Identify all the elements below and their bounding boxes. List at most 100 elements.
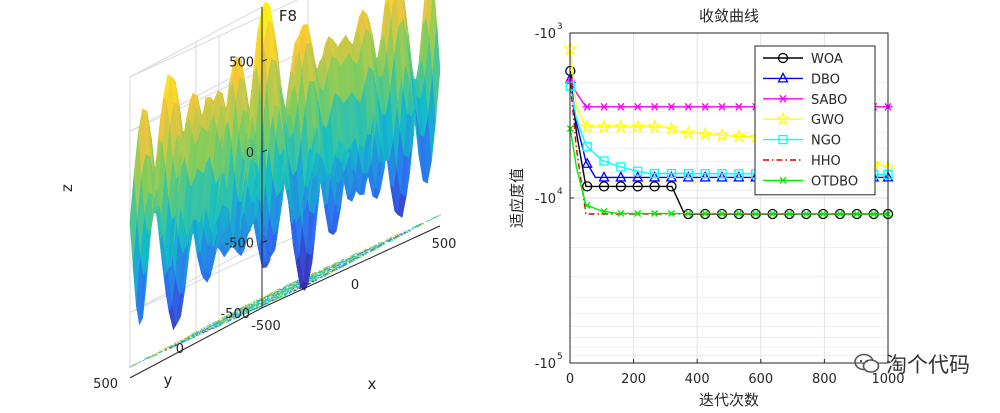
contour-point (327, 270, 329, 272)
contour-point (342, 265, 344, 267)
contour-point (343, 264, 346, 266)
contour-point (213, 323, 216, 325)
contour-point (234, 317, 236, 319)
contour-point (285, 293, 287, 295)
contour-point (355, 253, 357, 255)
contour-point (242, 313, 245, 316)
contour-point (273, 292, 276, 294)
contour-point (298, 280, 300, 282)
contour-point (248, 304, 251, 306)
contour-point (293, 286, 296, 289)
contour-point (223, 321, 225, 323)
contour-point (321, 270, 323, 272)
contour-point (312, 281, 315, 283)
contour-point (207, 325, 210, 327)
contour-point (269, 293, 272, 295)
contour-point (206, 330, 208, 332)
contour-point (359, 255, 361, 257)
contour-point (419, 224, 422, 226)
contour-point (260, 305, 262, 308)
contour-point (267, 294, 269, 297)
contour-point (290, 283, 293, 285)
contour-point (289, 287, 292, 290)
contour-point (263, 301, 266, 303)
contour-point (344, 262, 347, 264)
contour-point (221, 323, 223, 325)
contour-point (364, 252, 367, 254)
contour-point (252, 307, 254, 309)
contour-point (267, 298, 269, 300)
contour-point (256, 307, 258, 310)
contour-point (165, 348, 168, 350)
contour-point (403, 232, 406, 234)
contour-point (359, 253, 362, 255)
contour-point (209, 327, 211, 329)
contour-point (369, 247, 372, 250)
contour-point (232, 317, 235, 319)
contour-point (294, 284, 296, 286)
contour-point (285, 288, 287, 290)
contour-point (246, 305, 248, 308)
contour-point (224, 316, 226, 318)
box-edge (129, 6, 263, 78)
contour-point (144, 358, 146, 360)
contour-point (286, 292, 289, 294)
contour-point (367, 252, 370, 254)
contour-point (264, 301, 267, 303)
contour-point (430, 218, 432, 220)
contour-point (322, 273, 325, 275)
contour-point (203, 327, 205, 329)
legend-label: SABO (811, 93, 847, 108)
contour-point (265, 299, 267, 301)
contour-point (339, 261, 342, 263)
contour-point (253, 300, 256, 302)
contour-point (268, 301, 271, 303)
contour-point (400, 234, 403, 236)
contour-point (320, 275, 323, 277)
contour-point (185, 338, 188, 340)
contour-point (344, 264, 347, 266)
contour-point (295, 282, 298, 284)
contour-point (336, 262, 338, 264)
contour-point (250, 307, 252, 309)
contour-point (335, 267, 338, 269)
contour-point (288, 288, 290, 291)
contour-point (253, 301, 255, 303)
contour-point (261, 304, 264, 306)
contour-point (320, 276, 323, 278)
contour-point (279, 296, 282, 298)
contour-point (411, 228, 413, 230)
contour-point (270, 297, 273, 299)
contour-point (319, 274, 321, 276)
contour-point (334, 269, 336, 271)
contour-point (311, 278, 314, 280)
contour-point (220, 319, 223, 321)
contour-point (218, 319, 221, 321)
contour-point (353, 259, 356, 261)
contour-point (273, 299, 276, 301)
contour-point (211, 327, 214, 329)
contour-point (203, 329, 205, 331)
contour-point (227, 314, 229, 316)
y-tick-label: -10 (535, 192, 556, 207)
surface-mesh (129, 0, 441, 331)
contour-point (235, 316, 237, 318)
contour-point (209, 324, 211, 326)
contour-point (240, 312, 243, 314)
contour-point (350, 255, 352, 258)
contour-point (308, 283, 310, 285)
contour-point (256, 300, 259, 302)
contour-point (412, 227, 415, 229)
contour-point (314, 277, 316, 279)
contour-point (173, 344, 176, 346)
contour-point (276, 297, 279, 299)
contour-point (241, 312, 244, 314)
contour-point (368, 249, 371, 251)
contour-point (395, 237, 397, 239)
x-tick-label: 400 (685, 372, 710, 387)
contour-point (311, 274, 314, 276)
contour-point (328, 267, 330, 269)
contour-point (202, 332, 205, 334)
contour-point (216, 321, 219, 323)
